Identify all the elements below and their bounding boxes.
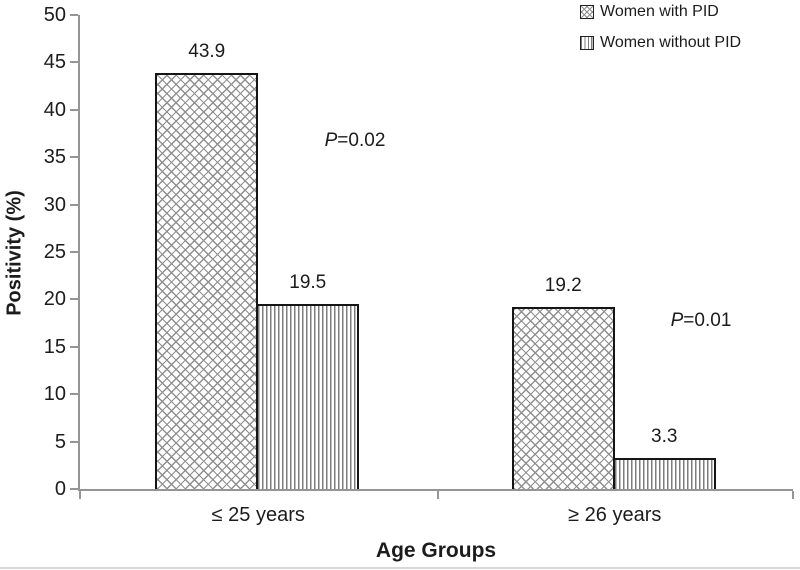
p-value-annotation: P=0.01 [671, 310, 732, 332]
bar-women-with-pid [511, 306, 615, 489]
y-axis-tick [70, 108, 78, 111]
y-tick-label: 45 [43, 51, 66, 74]
y-axis-tick [70, 203, 78, 206]
y-axis-tick [70, 251, 78, 253]
y-tick-label: 10 [43, 383, 66, 406]
y-axis-tick [70, 440, 78, 443]
y-axis-tick [70, 156, 78, 159]
y-tick-label: 15 [43, 335, 66, 358]
x-category-label: ≤ 25 years [211, 504, 305, 526]
y-tick-label: 35 [43, 146, 66, 169]
y-axis-tick [70, 488, 78, 490]
x-axis-line [78, 489, 793, 491]
x-axis-title: Age Groups [375, 539, 497, 562]
x-axis-tick [792, 491, 794, 499]
bar-value-label: 3.3 [651, 425, 678, 447]
y-tick-label: 25 [43, 241, 66, 263]
x-axis-tick [79, 491, 81, 499]
y-axis-line [78, 15, 80, 491]
legend-entry: Women with PID [580, 3, 741, 21]
y-axis-tick [70, 14, 78, 16]
x-axis-tick [436, 491, 439, 499]
y-axis-tick [70, 61, 78, 64]
bar-value-label: 43.9 [188, 40, 226, 62]
bar-value-label: 19.5 [289, 272, 327, 294]
bar-women-without-pid [256, 304, 360, 489]
vertical-lines-swatch-icon [580, 36, 594, 50]
bar-women-with-pid [155, 72, 259, 489]
x-category-label: ≥ 26 years [568, 504, 662, 526]
y-tick-label: 40 [43, 98, 66, 121]
legend-label: Women without PID [600, 34, 742, 51]
p-symbol: P [670, 310, 684, 331]
y-tick-label: 0 [54, 478, 66, 500]
y-tick-label: 30 [43, 193, 66, 216]
figure-bottom-edge [0, 567, 800, 569]
y-axis-tick [70, 298, 78, 301]
p-value-annotation: P=0.02 [325, 130, 386, 152]
y-tick-label: 5 [54, 430, 66, 453]
p-value-text: =0.01 [683, 310, 732, 331]
y-tick-label: 50 [43, 4, 66, 26]
legend-entry: Women without PID [580, 34, 741, 52]
p-value-text: =0.02 [337, 130, 386, 151]
p-symbol: P [324, 130, 338, 151]
legend-label: Women with PID [600, 3, 719, 20]
bar-women-without-pid [612, 457, 716, 489]
bar-value-label: 19.2 [544, 274, 582, 296]
y-tick-label: 20 [43, 288, 66, 311]
diagonal-crosshatch-swatch-icon [580, 5, 594, 19]
legend: Women with PID Women without PID [580, 3, 741, 65]
y-axis-tick [70, 345, 78, 348]
y-axis-tick [70, 393, 78, 396]
